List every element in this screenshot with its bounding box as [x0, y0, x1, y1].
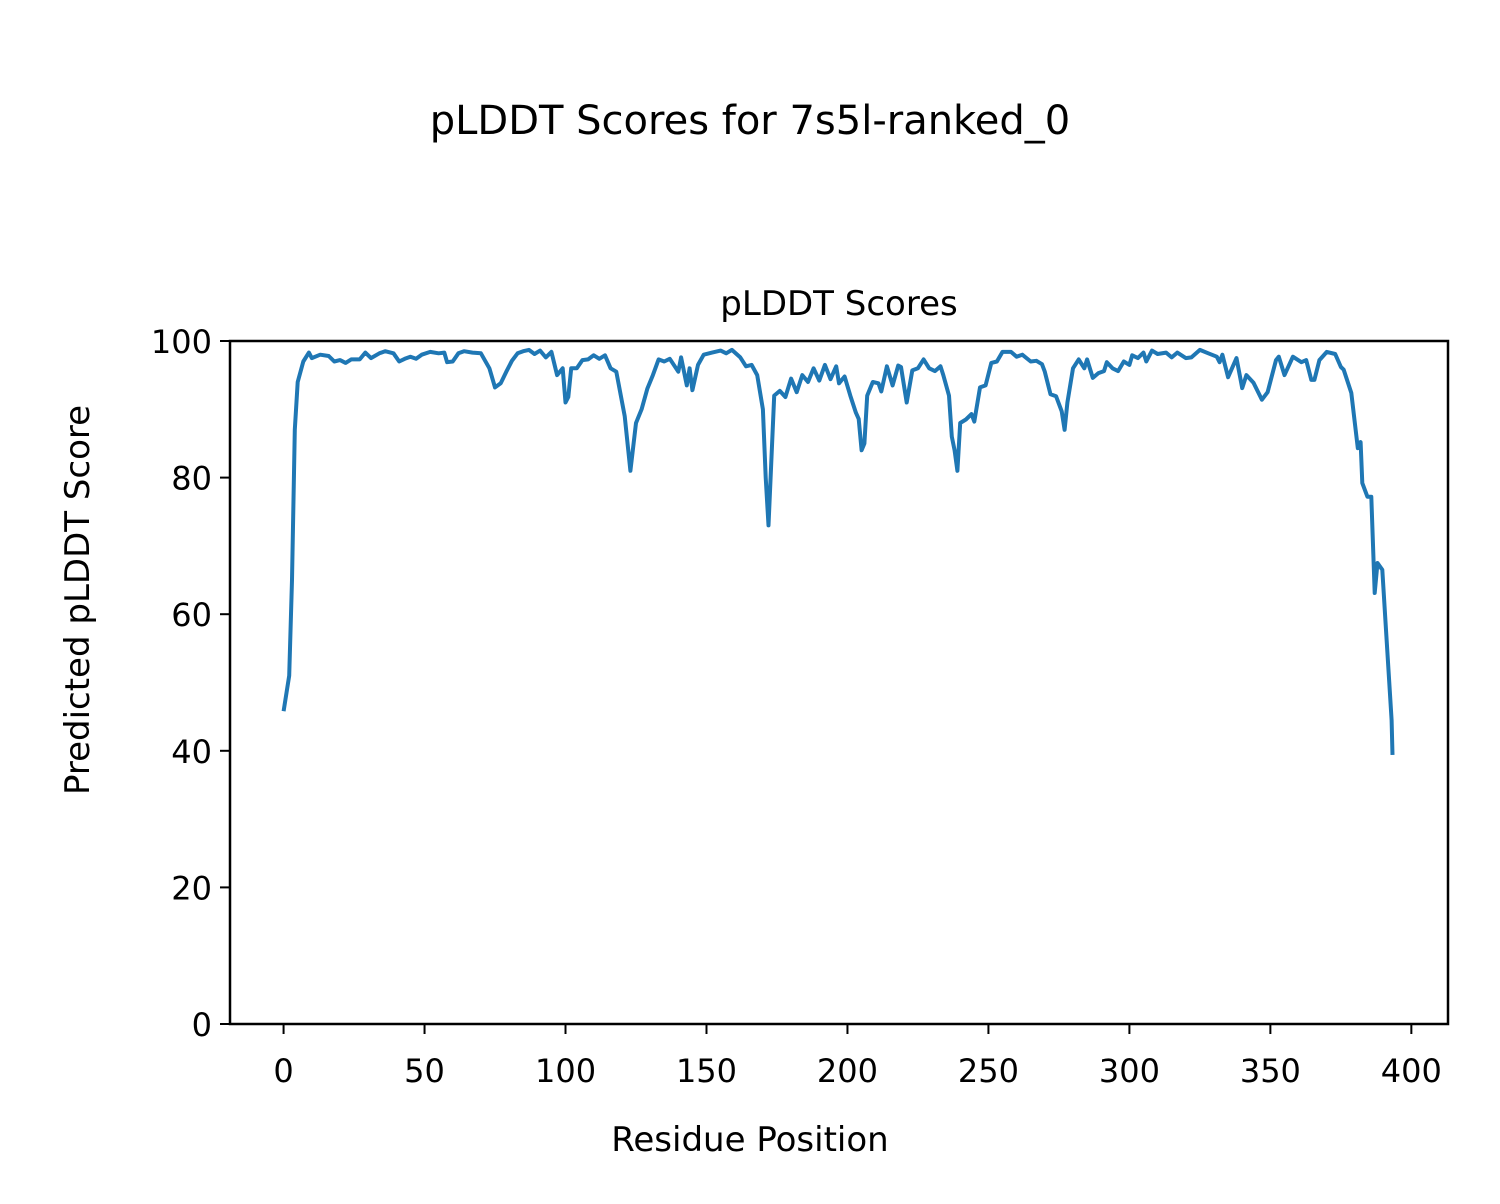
figure-title: pLDDT Scores for 7s5l-ranked_0 [430, 98, 1071, 144]
y-tick-label: 0 [192, 1006, 212, 1044]
y-tick-label: 20 [171, 869, 212, 907]
x-tick-label: 400 [1381, 1052, 1442, 1090]
x-tick-label: 50 [404, 1052, 445, 1090]
chart-title: pLDDT Scores [720, 284, 957, 324]
x-tick-label: 350 [1240, 1052, 1301, 1090]
y-tick-label: 100 [151, 323, 212, 361]
x-tick-label: 150 [676, 1052, 737, 1090]
x-tick-label: 0 [273, 1052, 293, 1090]
x-tick-label: 200 [817, 1052, 878, 1090]
x-axis: 0 50 100 150 200 250 300 350 400 [273, 1024, 1442, 1090]
series-line [281, 347, 1395, 755]
x-tick-label: 250 [958, 1052, 1019, 1090]
y-tick-label: 60 [171, 596, 212, 634]
x-axis-label: Residue Position [611, 1120, 888, 1160]
x-tick-label: 100 [535, 1052, 596, 1090]
y-axis-label: Predicted pLDDT Score [58, 405, 98, 795]
plot-area [281, 347, 1395, 755]
y-tick-label: 80 [171, 460, 212, 498]
y-tick-label: 40 [171, 733, 212, 771]
x-tick-label: 300 [1099, 1052, 1160, 1090]
y-axis: 0 20 40 60 80 100 [151, 323, 230, 1044]
axes-frame [228, 339, 1450, 1026]
